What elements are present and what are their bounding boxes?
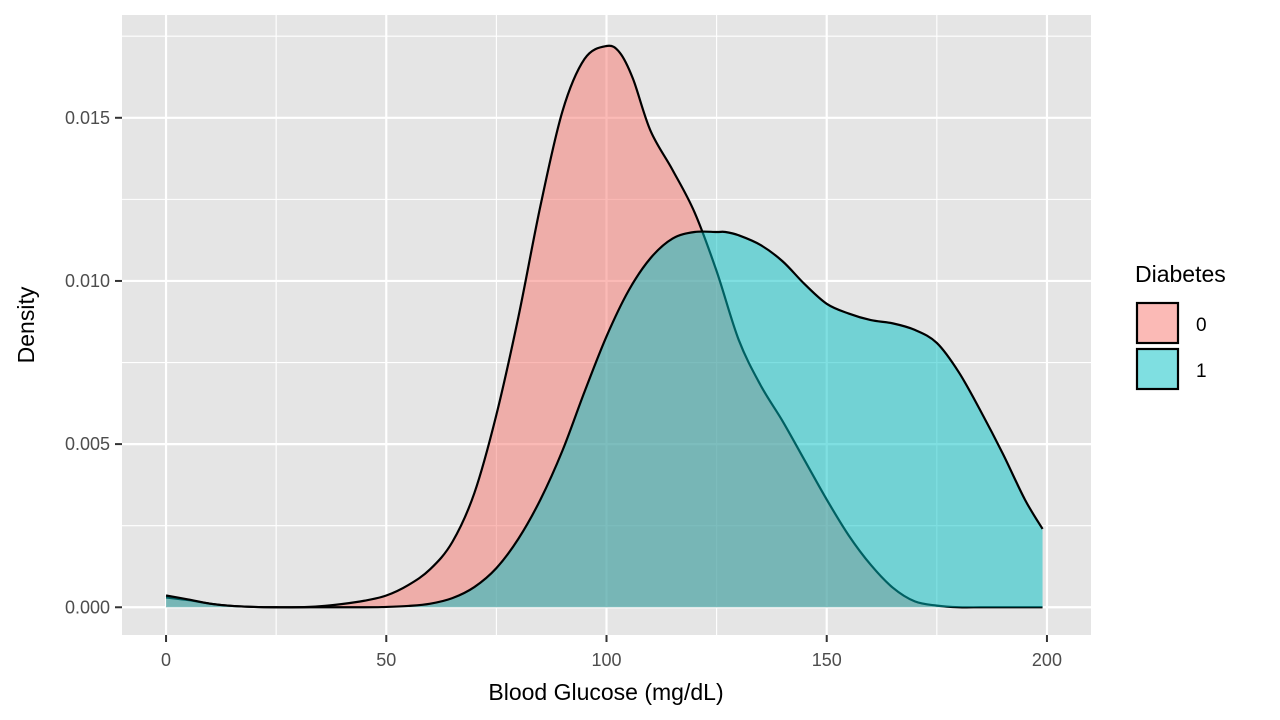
legend-title: Diabetes <box>1135 261 1226 287</box>
legend-label-0: 0 <box>1196 315 1207 336</box>
y-tick-label: 0.010 <box>65 271 110 291</box>
legend-items: 01 <box>1135 301 1207 391</box>
density-area-1 <box>166 231 1043 608</box>
tick-labels: 0 50 100 150 200 0.000 0.005 0.010 0.015 <box>65 108 1062 670</box>
x-axis-title: Blood Glucose (mg/dL) <box>488 679 723 705</box>
x-tick-label: 200 <box>1032 650 1062 670</box>
density-series <box>165 44 1044 609</box>
x-tick-label: 100 <box>591 650 621 670</box>
legend-swatch-1 <box>1135 347 1180 391</box>
x-tick-label: 150 <box>812 650 842 670</box>
legend-label-1: 1 <box>1196 361 1207 382</box>
density-area-0 <box>166 45 1043 608</box>
density-line-1 <box>165 230 1044 609</box>
y-tick-label: 0.005 <box>65 434 110 454</box>
x-tick-label: 0 <box>161 650 171 670</box>
axis-ticks <box>115 116 1048 642</box>
legend: Diabetes 01 <box>1135 261 1226 391</box>
y-tick-label: 0.015 <box>65 108 110 128</box>
y-tick-label: 0.000 <box>65 597 110 617</box>
legend-swatch-0 <box>1135 301 1180 345</box>
y-axis-title: Density <box>13 286 39 363</box>
x-tick-label: 50 <box>376 650 396 670</box>
